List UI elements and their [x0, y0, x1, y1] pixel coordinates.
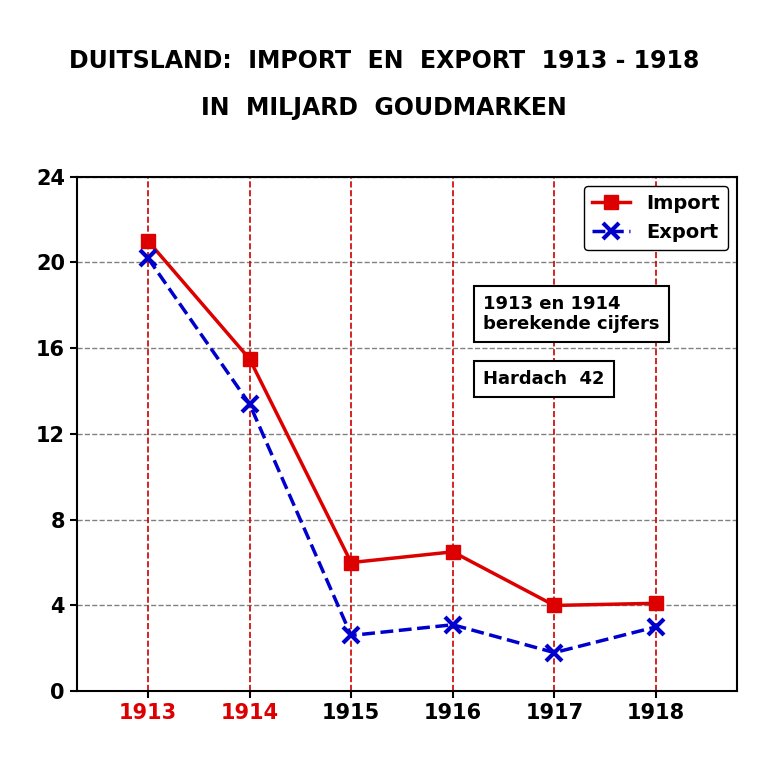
Text: IN  MILJARD  GOUDMARKEN: IN MILJARD GOUDMARKEN [201, 95, 567, 120]
Text: Hardach  42: Hardach 42 [483, 369, 604, 388]
Text: 1913 en 1914
berekende cijfers: 1913 en 1914 berekende cijfers [483, 295, 660, 333]
Legend: Import, Export: Import, Export [584, 187, 727, 250]
Text: DUITSLAND:  IMPORT  EN  EXPORT  1913 - 1918: DUITSLAND: IMPORT EN EXPORT 1913 - 1918 [69, 49, 699, 74]
